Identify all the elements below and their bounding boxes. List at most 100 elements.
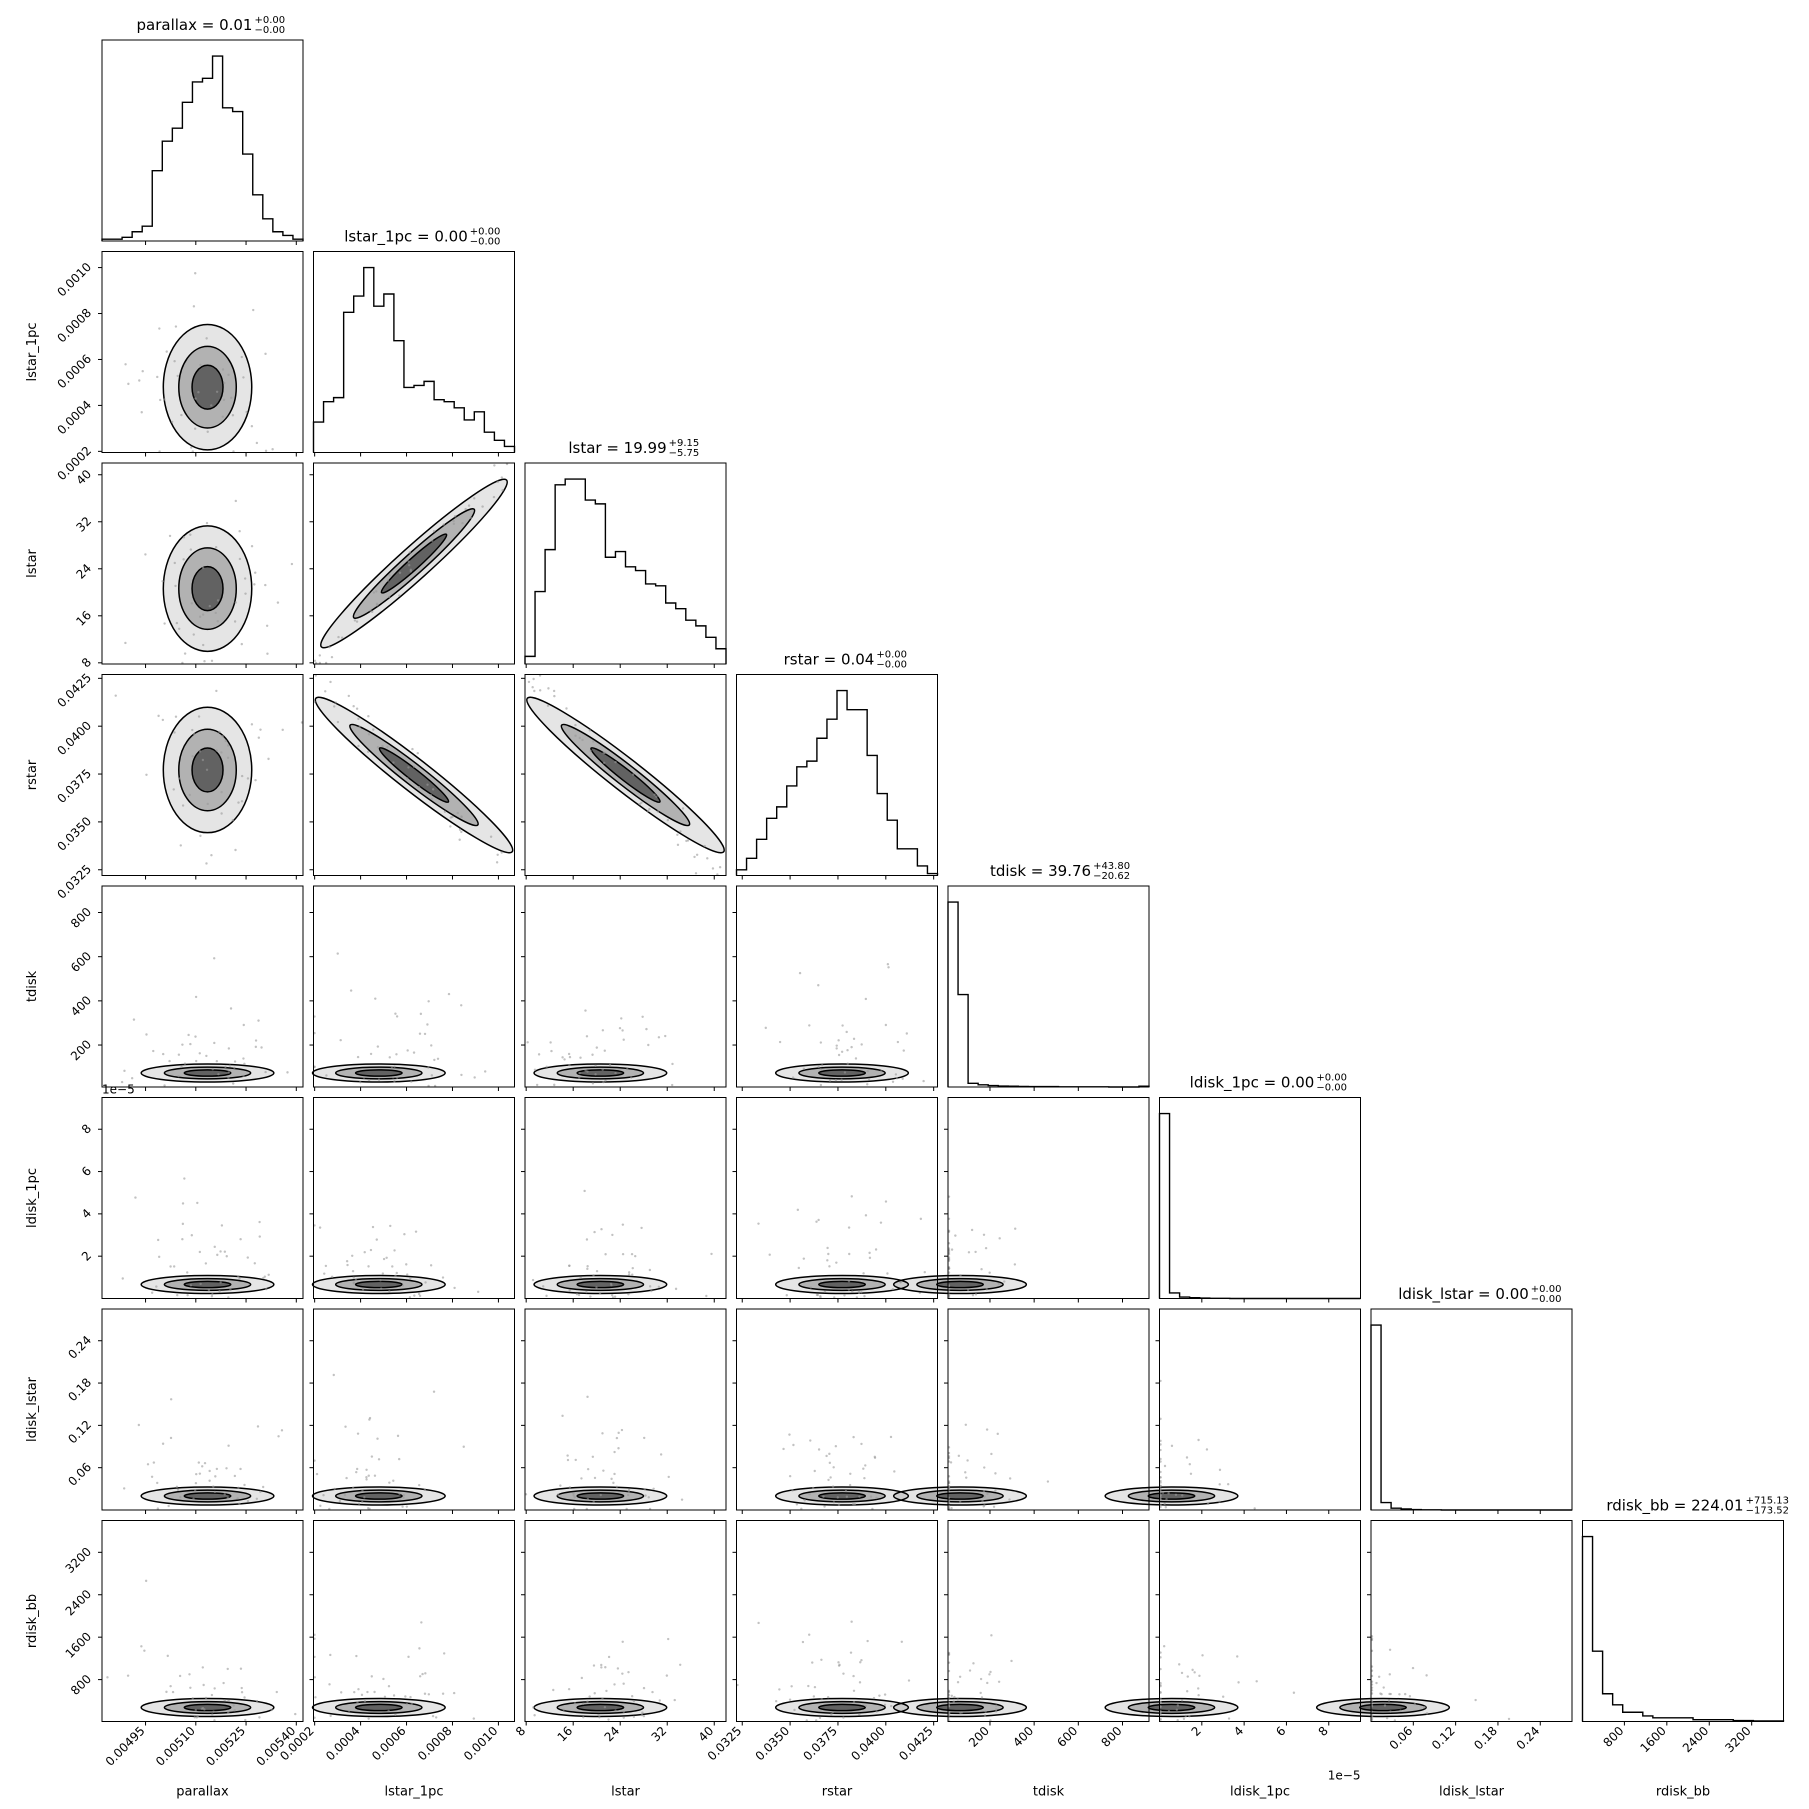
- sample-point: [203, 1461, 207, 1465]
- scatter-rstar-vs-parallax: [114, 689, 304, 865]
- sample-point: [406, 1049, 409, 1052]
- sample-point: [840, 1078, 843, 1082]
- sample-point: [410, 1080, 413, 1083]
- sample-point: [187, 1033, 190, 1037]
- sample-point: [193, 1716, 197, 1719]
- sample-point: [820, 1064, 824, 1067]
- sample-point: [922, 1079, 925, 1083]
- sample-point: [201, 566, 205, 570]
- sample-point: [496, 480, 499, 484]
- sample-point: [959, 1274, 962, 1277]
- sample-point: [531, 686, 534, 689]
- sample-point: [233, 1474, 237, 1478]
- sample-point: [363, 1700, 367, 1703]
- sample-point: [896, 1040, 900, 1044]
- sample-point: [574, 734, 577, 737]
- sample-point: [602, 1080, 605, 1084]
- sample-point: [227, 1444, 230, 1447]
- sample-point: [371, 610, 374, 614]
- sample-point: [1388, 1673, 1391, 1676]
- sample-point: [373, 1690, 376, 1694]
- sample-point: [815, 1293, 819, 1297]
- scatter-lstar_1pc-vs-parallax: [124, 272, 274, 453]
- sample-point: [496, 853, 499, 856]
- sample-point: [846, 1048, 849, 1052]
- sample-point: [333, 705, 336, 708]
- sample-point: [899, 1281, 902, 1284]
- sample-point: [562, 1708, 565, 1711]
- sample-point: [613, 1450, 616, 1454]
- sample-point: [212, 1710, 215, 1713]
- sample-point: [210, 854, 213, 857]
- sample-point: [169, 1265, 172, 1268]
- histogram-rstar: [735, 689, 939, 876]
- sample-point: [365, 1478, 368, 1481]
- sample-point: [1387, 1699, 1391, 1702]
- sample-point: [386, 579, 390, 582]
- x-tick-label-tdisk: 600: [1054, 1724, 1080, 1750]
- contour-level-2: [163, 1066, 252, 1080]
- scatter-lstar-vs-lstar_1pc: [313, 462, 509, 665]
- sample-point: [559, 1484, 562, 1487]
- sample-point: [586, 1497, 590, 1501]
- sample-point: [141, 370, 144, 373]
- sample-point: [857, 1291, 861, 1295]
- sample-point: [205, 521, 209, 525]
- sample-point: [553, 1083, 556, 1087]
- sample-point: [841, 1024, 844, 1027]
- sample-point: [860, 1043, 863, 1046]
- sample-point: [250, 425, 254, 428]
- sample-point: [328, 1683, 331, 1686]
- sample-point: [210, 1295, 214, 1298]
- sample-point: [205, 1054, 208, 1058]
- sample-point: [782, 1447, 785, 1451]
- frame-ldisk_lstar-vs-parallax: [101, 1308, 304, 1511]
- sample-point: [213, 1490, 217, 1494]
- sample-point: [213, 1719, 216, 1722]
- sample-point: [823, 1505, 826, 1508]
- sample-point: [205, 862, 208, 865]
- sample-point: [385, 1256, 388, 1259]
- sample-point: [1388, 1692, 1391, 1696]
- sample-point: [183, 1062, 187, 1065]
- sample-point: [849, 1472, 852, 1475]
- sample-point: [1206, 1502, 1210, 1506]
- sample-point: [430, 797, 433, 801]
- contour-level-2: [560, 723, 691, 827]
- sample-point: [837, 1053, 841, 1057]
- sample-point: [231, 819, 235, 822]
- sample-point: [565, 707, 568, 710]
- sample-point: [173, 561, 176, 565]
- frame-rdisk_bb-vs-ldisk_lstar: [1370, 1520, 1573, 1722]
- sample-point: [442, 523, 445, 526]
- sample-point: [546, 704, 550, 707]
- sample-point: [155, 1285, 158, 1288]
- sample-point: [867, 1077, 871, 1081]
- sample-point: [964, 1423, 968, 1426]
- sample-point: [613, 1295, 617, 1298]
- sample-point: [1205, 1448, 1209, 1451]
- sample-point: [246, 1256, 249, 1259]
- sample-point: [356, 1432, 360, 1435]
- sample-point: [566, 1454, 569, 1457]
- y-tick-label-ldisk_lstar: 0.24: [65, 1333, 94, 1362]
- y-axis-label-lstar_1pc: lstar_1pc: [25, 323, 40, 382]
- y-tick-label-ldisk_1pc: 2: [79, 1248, 94, 1263]
- sample-point: [581, 738, 584, 742]
- scatter-rdisk_bb-vs-ldisk_lstar: [1315, 1635, 1511, 1722]
- sample-point: [255, 1497, 259, 1500]
- sample-point: [809, 1286, 812, 1289]
- sample-point: [802, 1257, 806, 1260]
- sample-point: [224, 739, 227, 743]
- sample-point: [177, 1053, 181, 1056]
- sample-point: [847, 1288, 851, 1291]
- sample-point: [242, 1074, 245, 1078]
- sample-point: [575, 1292, 579, 1296]
- x-tick-label-lstar: 16: [555, 1724, 576, 1745]
- sample-point: [215, 1467, 219, 1471]
- sample-point: [788, 1698, 792, 1701]
- sample-point: [194, 272, 197, 275]
- sample-point: [840, 1050, 844, 1053]
- sample-point: [145, 1033, 148, 1036]
- sample-point: [452, 519, 455, 523]
